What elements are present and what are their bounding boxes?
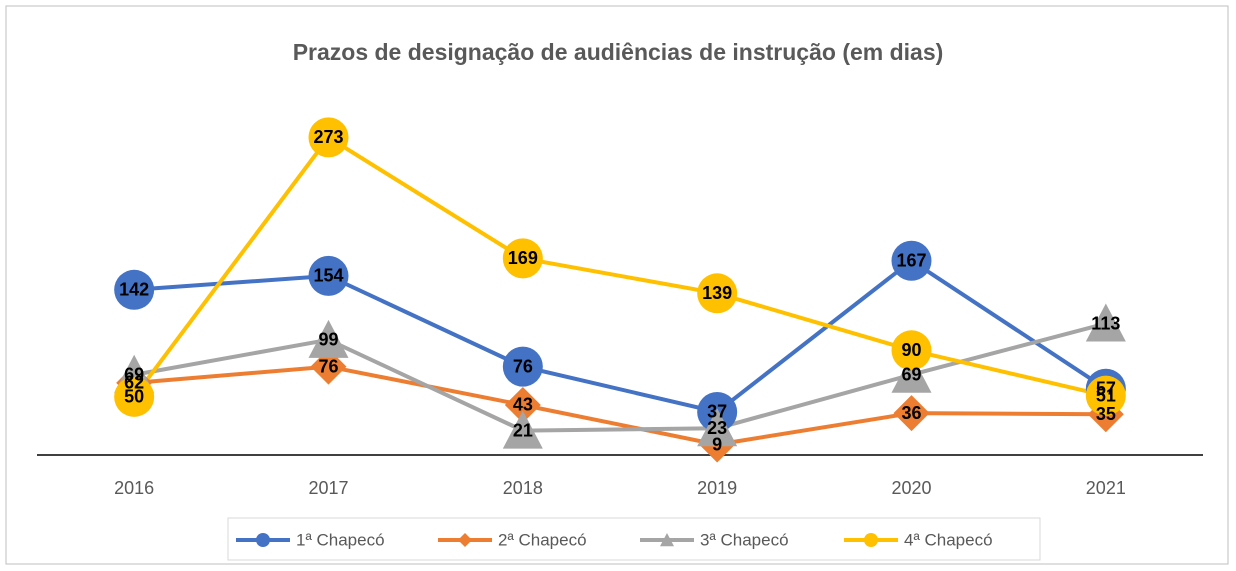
legend-marker xyxy=(458,533,472,547)
legend-label: 1ª Chapecó xyxy=(296,530,385,549)
data-label: 273 xyxy=(313,127,343,147)
x-tick-label: 2018 xyxy=(503,478,543,498)
marker xyxy=(1085,303,1126,342)
marker xyxy=(308,117,349,158)
marker xyxy=(502,410,543,449)
legend-label: 2ª Chapecó xyxy=(498,530,587,549)
marker xyxy=(502,346,543,387)
data-label: 113 xyxy=(1091,313,1120,333)
data-label: 43 xyxy=(513,395,533,415)
data-label: 23 xyxy=(707,418,727,438)
data-label: 167 xyxy=(896,250,926,270)
data-label: 62 xyxy=(124,373,144,393)
marker xyxy=(891,330,932,371)
data-label: 154 xyxy=(313,266,343,286)
legend-label: 3ª Chapecó xyxy=(700,530,789,549)
data-label: 51 xyxy=(1096,385,1116,405)
x-tick-label: 2021 xyxy=(1086,478,1126,498)
series-line xyxy=(134,258,1107,415)
legend-marker xyxy=(864,533,878,547)
marker xyxy=(891,240,932,281)
data-label: 139 xyxy=(702,283,732,303)
x-tick-label: 2017 xyxy=(308,478,348,498)
data-label: 36 xyxy=(901,403,921,423)
data-label: 169 xyxy=(508,248,538,268)
data-label: 35 xyxy=(1096,404,1116,424)
marker xyxy=(502,238,543,279)
data-label: 9 xyxy=(712,434,722,454)
marker xyxy=(308,255,349,296)
data-label: 69 xyxy=(901,364,921,384)
marker xyxy=(893,395,930,432)
legend-marker xyxy=(660,533,674,547)
data-label: 50 xyxy=(124,387,144,407)
x-tick-label: 2020 xyxy=(891,478,931,498)
legend-marker xyxy=(256,533,270,547)
data-label: 21 xyxy=(513,420,533,440)
data-label: 76 xyxy=(318,356,338,376)
series-line xyxy=(133,321,1107,433)
data-label: 90 xyxy=(901,340,921,360)
legend-label: 4ª Chapecó xyxy=(904,530,993,549)
marker xyxy=(504,386,541,423)
data-label: 142 xyxy=(119,280,149,300)
legend xyxy=(227,517,1041,561)
data-label: 99 xyxy=(318,330,338,350)
marker xyxy=(1085,375,1126,416)
marker xyxy=(891,354,932,393)
marker xyxy=(114,376,155,417)
data-label: 69 xyxy=(124,364,144,384)
data-label: 76 xyxy=(513,356,533,376)
x-tick-label: 2019 xyxy=(697,478,737,498)
data-label: 57 xyxy=(1096,378,1116,398)
chart-title: Prazos de designação de audiências de in… xyxy=(293,39,944,65)
x-tick-label: 2016 xyxy=(114,478,154,498)
series-line xyxy=(132,134,1107,399)
marker xyxy=(697,273,738,314)
data-label: 37 xyxy=(707,402,727,422)
marker xyxy=(697,408,738,447)
marker xyxy=(114,269,155,310)
series-line xyxy=(133,364,1106,447)
marker xyxy=(308,319,349,358)
